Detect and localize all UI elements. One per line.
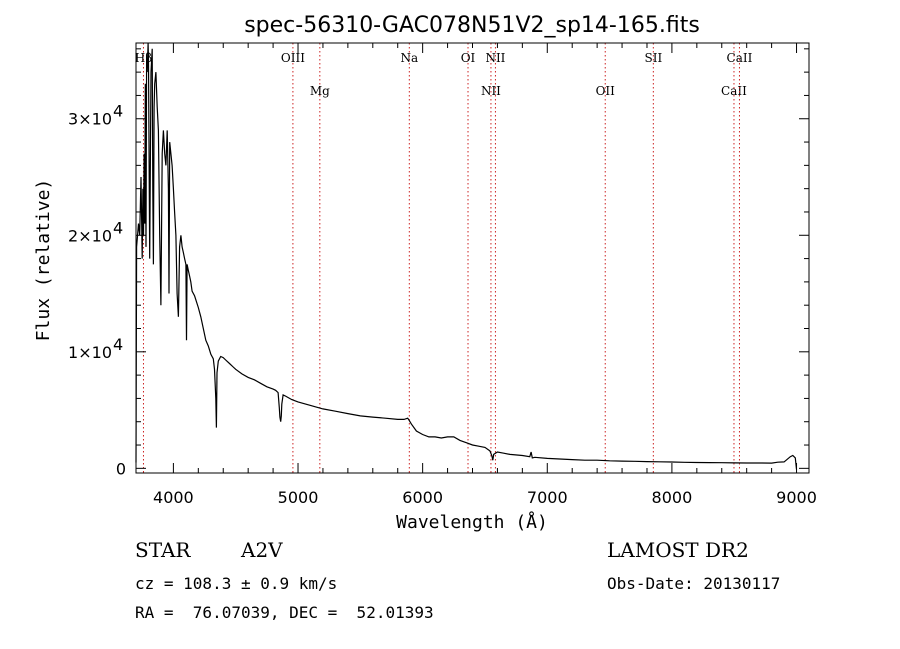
coordinates: RA = 76.07039, DEC = 52.01393 [135,603,434,622]
y-tick-label: 2×10 [68,226,112,245]
chart-title: spec-56310-GAC078N51V2_sp14-165.fits [244,13,700,38]
y-tick-exponent: 4 [113,335,123,354]
y-tick-exponent: 4 [113,218,123,237]
x-tick-label: 6000 [402,488,443,507]
spectral-line-label: CaII [727,51,753,65]
plot-frame [135,42,810,474]
spectral-line-markers: Hβ OIII Mg Na OI NII NII OII SII CaII CaII [135,43,753,473]
x-tick-label: 9000 [776,488,817,507]
spectral-subclass: A2V [241,538,283,562]
y-axis-label: Flux (relative) [33,179,54,342]
x-tick-label: 5000 [278,488,319,507]
y-tick-label: 0 [116,459,126,478]
spectral-line-label: OI [461,51,476,65]
spectral-line-label: Mg [310,84,330,98]
object-class: STAR [135,538,191,562]
x-tick-label: 8000 [652,488,693,507]
spectrum-line [135,42,798,470]
spectral-line-label: Hβ [135,51,152,65]
spectral-line-label: NII [485,51,505,65]
spectral-line-label: OIII [281,51,305,65]
spectral-line-label: SII [644,51,662,65]
obs-date: Obs-Date: 20130117 [607,574,781,593]
y-tick-label: 3×10 [68,110,112,129]
spectral-line-label: NII [481,84,501,98]
x-tick-label: 7000 [527,488,568,507]
x-axis-label: Wavelength (Å) [396,511,548,533]
spectral-line-label: Na [400,51,418,65]
redshift-cz: cz = 108.3 ± 0.9 km/s [135,574,338,593]
x-tick-label: 4000 [153,488,194,507]
survey-name: LAMOST DR2 [607,538,749,562]
spectral-line-label: OII [596,84,616,98]
y-tick-label: 1×10 [68,343,112,362]
y-tick-exponent: 4 [113,102,123,121]
spectral-line-label: CaII [721,84,747,98]
